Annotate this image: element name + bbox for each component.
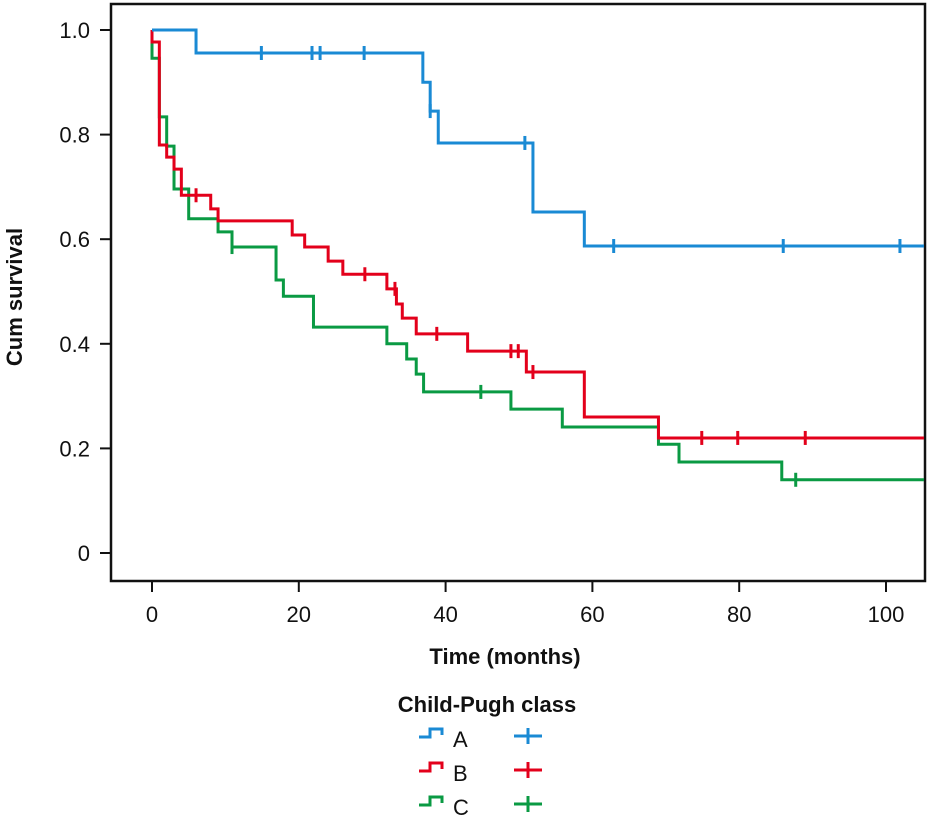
- x-axis-title: Time (months): [429, 644, 580, 669]
- series-a: [152, 28, 924, 253]
- legend-entries: ABC: [419, 727, 542, 820]
- plot-frame: [109, 2, 927, 583]
- series-b: [150, 30, 924, 445]
- y-axis: 0 0.2 0.4 0.6 0.8 1.0: [59, 18, 111, 566]
- x-axis: 0 20 40 60 80 100: [146, 581, 904, 627]
- x-tick-label: 80: [727, 602, 751, 627]
- legend-label: C: [453, 795, 469, 820]
- survival-line-a: [152, 28, 924, 248]
- survival-line-b: [150, 30, 924, 440]
- legend: Child-Pugh class ABC: [398, 692, 576, 820]
- y-tick-label: 0: [78, 541, 90, 566]
- x-tick-label: 60: [580, 602, 604, 627]
- y-tick-label: 0.8: [59, 123, 90, 148]
- y-tick-label: 0.4: [59, 332, 90, 357]
- x-tick-label: 20: [287, 602, 311, 627]
- y-axis-title: Cum survival: [2, 228, 27, 366]
- series-layer: [150, 28, 924, 487]
- legend-label: A: [453, 727, 468, 752]
- legend-entry-b: B: [419, 761, 542, 786]
- x-tick-label: 0: [146, 602, 158, 627]
- plot-area: [109, 2, 927, 583]
- legend-title: Child-Pugh class: [398, 692, 576, 717]
- legend-entry-a: A: [419, 727, 542, 752]
- legend-entry-c: C: [419, 795, 542, 820]
- legend-step-icon: [419, 761, 444, 773]
- x-tick-label: 40: [433, 602, 457, 627]
- legend-step-icon: [419, 727, 444, 739]
- x-tick-label: 100: [868, 602, 905, 627]
- y-tick-label: 0.6: [59, 227, 90, 252]
- legend-step-icon: [419, 795, 444, 807]
- y-tick-label: 0.2: [59, 436, 90, 461]
- legend-label: B: [453, 761, 468, 786]
- y-tick-label: 1.0: [59, 18, 90, 43]
